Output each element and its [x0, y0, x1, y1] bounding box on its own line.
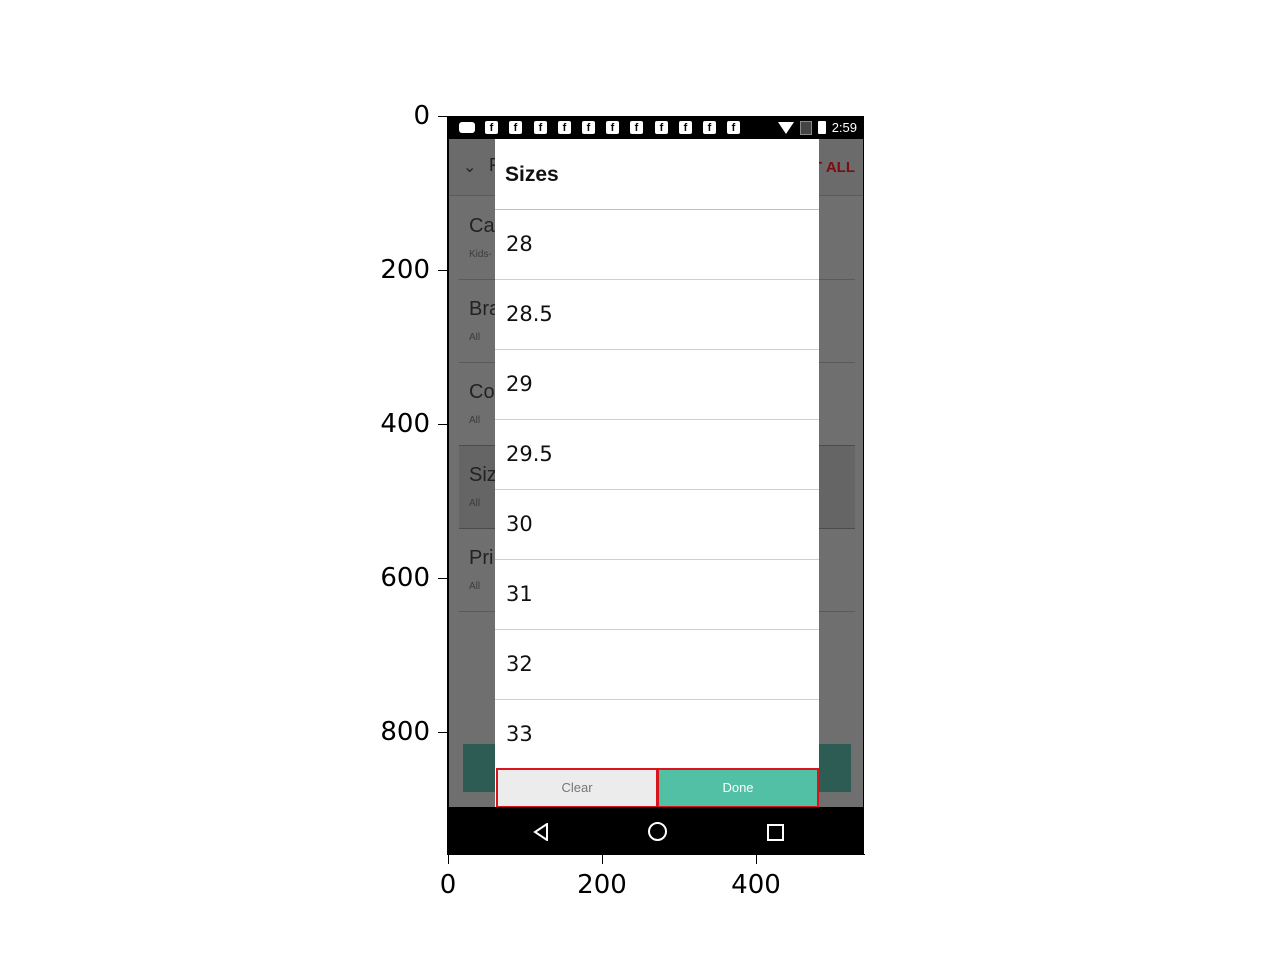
x-tick-label: 0: [439, 870, 457, 900]
filter-title: Ca: [469, 215, 495, 237]
y-tick-label: 600: [380, 563, 430, 593]
filter-value: All: [469, 415, 481, 426]
size-option[interactable]: 28: [495, 210, 819, 280]
filter-value: All: [469, 581, 481, 592]
y-tick-label: 0: [413, 101, 430, 131]
filter-value: All: [469, 332, 481, 343]
facebook-icon: f: [606, 121, 619, 134]
y-tick-label: 400: [380, 409, 430, 439]
clear-button[interactable]: Clear: [496, 768, 658, 808]
size-option-label: 28.5: [506, 302, 553, 326]
nav-home-icon[interactable]: [648, 822, 667, 841]
size-option-label: 33: [506, 722, 533, 746]
size-option-label: 29.5: [506, 442, 553, 466]
facebook-icon: f: [582, 121, 595, 134]
size-option[interactable]: 32: [495, 630, 819, 700]
filter-title: Siz: [469, 464, 497, 486]
x-tick-label: 200: [577, 870, 627, 900]
facebook-icon: f: [558, 121, 571, 134]
status-time: 2:59: [831, 120, 857, 135]
facebook-icon: f: [655, 121, 668, 134]
reset-all-button: T ALL: [813, 159, 855, 176]
size-option-label: 29: [506, 372, 533, 396]
no-sim-icon: [799, 120, 812, 135]
phone-screen: f f f f f f f f f f f 2:59 ⌄ F T ALL Ca …: [448, 116, 864, 854]
facebook-icon: f: [534, 121, 547, 134]
filter-title: Bra: [469, 298, 501, 320]
size-option[interactable]: 31: [495, 560, 819, 630]
size-option-label: 28: [506, 232, 533, 256]
facebook-icon: f: [679, 121, 692, 134]
chevron-down-icon: ⌄: [463, 157, 477, 176]
size-option[interactable]: 29.5: [495, 420, 819, 490]
nav-recent-icon[interactable]: [767, 824, 784, 841]
y-tick-label: 800: [380, 717, 430, 747]
size-list[interactable]: 28 28.5 29 29.5 30 31 32 33: [495, 210, 819, 768]
facebook-icon: f: [485, 121, 498, 134]
navigation-bar: [449, 807, 863, 853]
message-icon: [459, 122, 475, 133]
size-option[interactable]: 33: [495, 700, 819, 768]
nav-back-icon[interactable]: [533, 823, 549, 841]
size-option[interactable]: 28.5: [495, 280, 819, 350]
dialog-divider: [495, 209, 819, 210]
filter-value: All: [469, 498, 481, 509]
facebook-icon: f: [703, 121, 716, 134]
wifi-icon: [777, 121, 794, 134]
facebook-icon: f: [630, 121, 643, 134]
filter-title: Co: [469, 381, 495, 403]
facebook-icon: f: [727, 121, 740, 134]
sizes-dialog: Sizes 28 28.5 29 29.5 30 31 32 33 Clear …: [495, 139, 819, 808]
dialog-title: Sizes: [505, 163, 559, 186]
status-bar: f f f f f f f f f f f 2:59: [449, 117, 863, 139]
y-tick-label: 200: [380, 255, 430, 285]
status-right: 2:59: [777, 120, 857, 135]
battery-icon: [817, 121, 826, 134]
size-option-label: 32: [506, 652, 533, 676]
size-option-label: 30: [506, 512, 533, 536]
filter-title: Pri: [469, 547, 494, 569]
done-button[interactable]: Done: [657, 768, 819, 808]
filter-value: Kids-: [469, 249, 492, 260]
facebook-icon: f: [509, 121, 522, 134]
size-option[interactable]: 29: [495, 350, 819, 420]
header-title: F: [489, 155, 500, 176]
x-tick-label: 400: [731, 870, 781, 900]
size-option[interactable]: 30: [495, 490, 819, 560]
size-option-label: 31: [506, 582, 533, 606]
